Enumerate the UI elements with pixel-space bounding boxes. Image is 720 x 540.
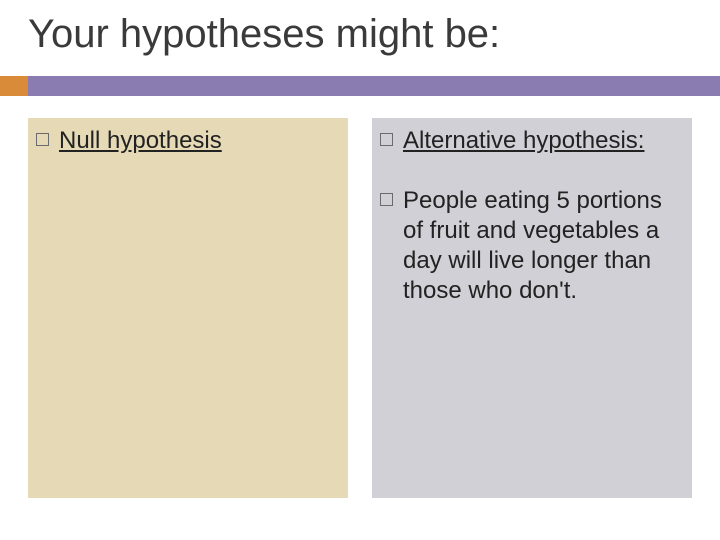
right-column: Alternative hypothesis: People eating 5 … <box>372 118 692 498</box>
left-column: Null hypothesis <box>28 118 348 498</box>
page-title: Your hypotheses might be: <box>28 12 500 57</box>
bullet-icon <box>380 133 393 146</box>
columns: Null hypothesis Alternative hypothesis: … <box>28 118 692 498</box>
accent-purple <box>28 76 720 96</box>
bullet-icon <box>380 193 393 206</box>
left-item-0-text: Null hypothesis <box>59 126 222 156</box>
bullet-icon <box>36 133 49 146</box>
list-item: Null hypothesis <box>28 118 348 164</box>
right-item-0-text: Alternative hypothesis: <box>403 126 644 156</box>
list-item: Alternative hypothesis: <box>372 118 692 164</box>
list-item: People eating 5 portions of fruit and ve… <box>372 178 692 314</box>
right-item-1-text: People eating 5 portions of fruit and ve… <box>403 186 680 306</box>
accent-bar <box>0 76 720 96</box>
accent-orange <box>0 76 28 96</box>
slide: Your hypotheses might be: Null hypothesi… <box>0 0 720 540</box>
